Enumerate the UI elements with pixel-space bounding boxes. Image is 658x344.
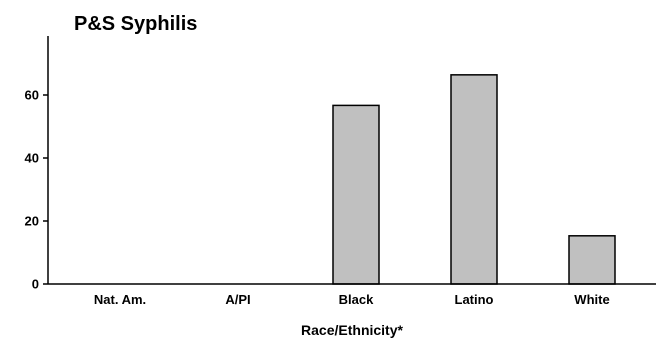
chart-title: P&S Syphilis xyxy=(74,13,197,35)
y-tick-label: 60 xyxy=(25,88,39,103)
bar-black xyxy=(332,104,380,285)
x-category-label: White xyxy=(574,292,609,307)
bar-latino xyxy=(450,74,498,285)
y-axis-ticks: 0 20 40 60 xyxy=(25,88,48,292)
x-axis-title: Race/Ethnicity* xyxy=(301,322,403,338)
bar-white xyxy=(568,235,616,285)
x-category-label: A/PI xyxy=(225,292,250,307)
x-category-label: Black xyxy=(339,292,374,307)
bars-group xyxy=(332,74,616,285)
y-tick-label: 0 xyxy=(32,277,39,292)
x-category-label: Nat. Am. xyxy=(94,292,146,307)
y-tick-label: 40 xyxy=(25,151,39,166)
y-tick-label: 20 xyxy=(25,214,39,229)
x-axis-labels: Nat. Am. A/PI Black Latino White xyxy=(94,292,610,307)
x-category-label: Latino xyxy=(455,292,494,307)
